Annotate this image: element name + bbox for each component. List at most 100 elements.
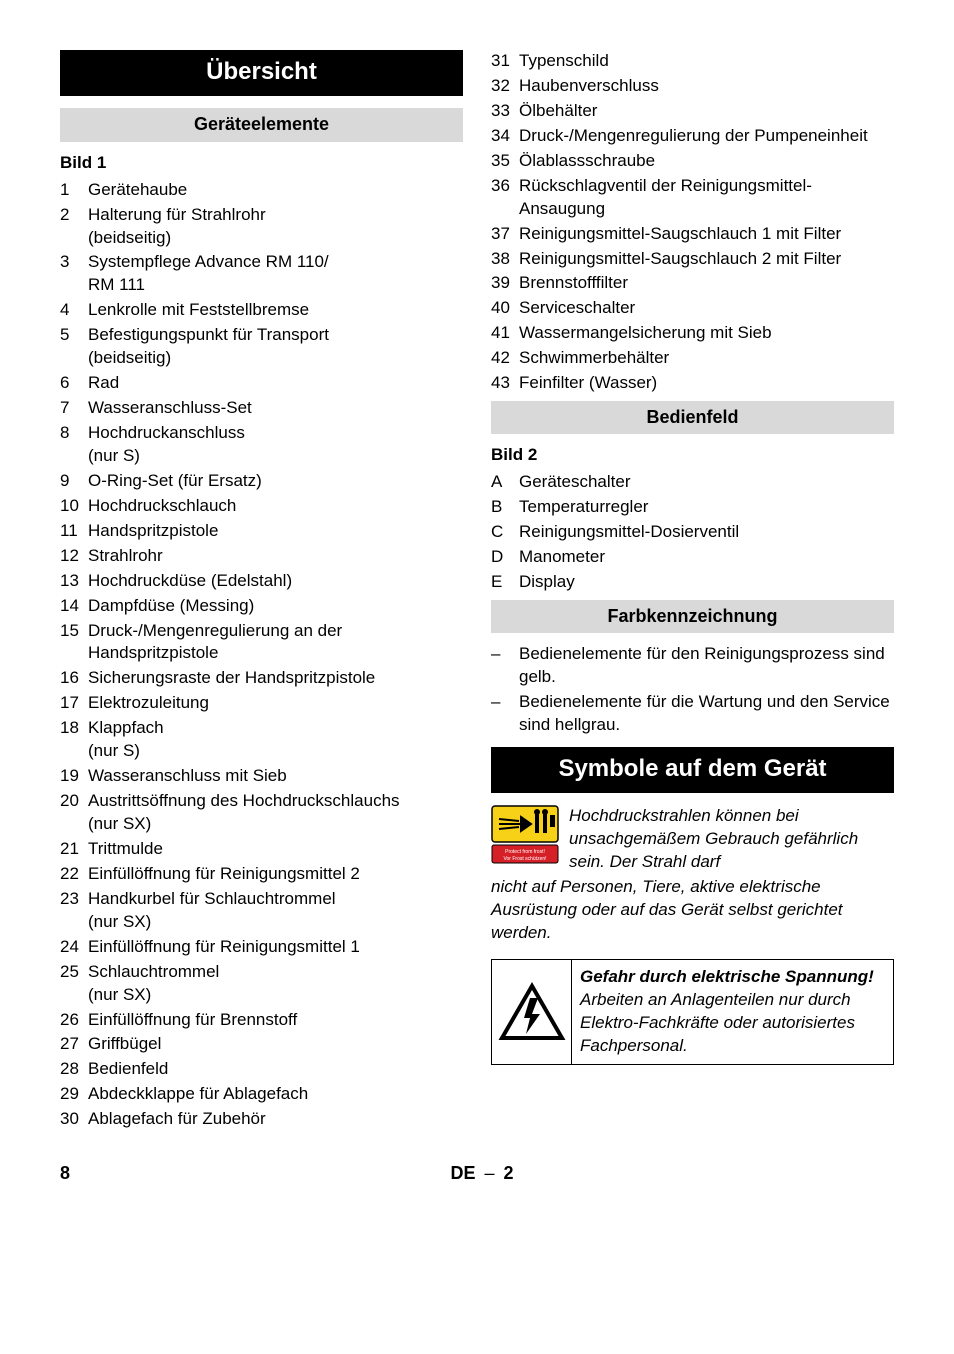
list-item: 6Rad <box>60 372 463 395</box>
section-title-bedienfeld: Bedienfeld <box>491 401 894 434</box>
list-item-number: 22 <box>60 863 88 886</box>
list-item-text: Bedienelemente für die Wartung und den S… <box>519 691 894 737</box>
list-item-number: 25 <box>60 961 88 984</box>
list-item-text: Ölablassschraube <box>519 150 894 173</box>
svg-text:Vor Frost schützen!: Vor Frost schützen! <box>503 856 546 862</box>
section-title-farbkennzeichnung: Farbkennzeichnung <box>491 600 894 633</box>
list-item-number: 6 <box>60 372 88 395</box>
list-item-number: 5 <box>60 324 88 347</box>
page-footer: 8 DE – 2 <box>60 1161 894 1185</box>
list-item-number: 11 <box>60 520 88 543</box>
list-item-number: 27 <box>60 1033 88 1056</box>
bild1-label: Bild 1 <box>60 152 463 175</box>
list-item: 16Sicherungsraste der Handspritzpistole <box>60 667 463 690</box>
list-item-number: 35 <box>491 150 519 173</box>
list-item-number: 21 <box>60 838 88 861</box>
list-item-text: Griffbügel <box>88 1033 463 1056</box>
list-item-number: 28 <box>60 1058 88 1081</box>
list-item: 20Austrittsöffnung des Hochdruckschlauch… <box>60 790 463 836</box>
list-item: 42Schwimmerbehälter <box>491 347 894 370</box>
list-item-text: Hochdruckschlauch <box>88 495 463 518</box>
list-item: 33Ölbehälter <box>491 100 894 123</box>
list-item-number: 24 <box>60 936 88 959</box>
list-item-text: Schlauchtrommel (nur SX) <box>88 961 463 1007</box>
list-item-number: 1 <box>60 179 88 202</box>
right-column: 31Typenschild32Haubenverschluss33Ölbehäl… <box>491 50 894 1133</box>
list-item-text: Haubenverschluss <box>519 75 894 98</box>
list-item-text: Wassermangelsicherung mit Sieb <box>519 322 894 345</box>
section-title-symbole: Symbole auf dem Gerät <box>491 747 894 793</box>
list-item-text: Einfüllöffnung für Brennstoff <box>88 1009 463 1032</box>
list-item-text: Brennstofffilter <box>519 272 894 295</box>
list-item-number: 34 <box>491 125 519 148</box>
list-item-number: 26 <box>60 1009 88 1032</box>
list-item-text: O-Ring-Set (für Ersatz) <box>88 470 463 493</box>
electrical-warning-title: Gefahr durch elektrische Spannung! <box>580 967 874 986</box>
list-item: 9O-Ring-Set (für Ersatz) <box>60 470 463 493</box>
list-item-text: Klappfach (nur S) <box>88 717 463 763</box>
list-item-text: Rad <box>88 372 463 395</box>
high-pressure-warning-text-continued: nicht auf Personen, Tiere, aktive elektr… <box>491 876 894 945</box>
list-item-number: E <box>491 571 519 594</box>
list-item-text: Hochdruckdüse (Edelstahl) <box>88 570 463 593</box>
list-item-text: Einfüllöffnung für Reinigungsmittel 2 <box>88 863 463 886</box>
list-item-text: Reinigungsmittel-Saugschlauch 1 mit Filt… <box>519 223 894 246</box>
list-item: 35Ölablassschraube <box>491 150 894 173</box>
list-item: 25Schlauchtrommel (nur SX) <box>60 961 463 1007</box>
high-pressure-warning-block: Protect from frost! Vor Frost schützen! … <box>491 805 894 874</box>
list-item-number: 31 <box>491 50 519 73</box>
section-title-geraeteelemente: Geräteelemente <box>60 108 463 141</box>
list-item-number: 32 <box>491 75 519 98</box>
list-item-number: 4 <box>60 299 88 322</box>
list-item: 30Ablagefach für Zubehör <box>60 1108 463 1131</box>
list-item-text: Dampfdüse (Messing) <box>88 595 463 618</box>
list-item-number: 23 <box>60 888 88 911</box>
section-title-uebersicht: Übersicht <box>60 50 463 96</box>
list-item-text: Schwimmerbehälter <box>519 347 894 370</box>
bild2-list: AGeräteschalterBTemperaturreglerCReinigu… <box>491 471 894 594</box>
list-item: AGeräteschalter <box>491 471 894 494</box>
list-item-number: 42 <box>491 347 519 370</box>
list-item: 13Hochdruckdüse (Edelstahl) <box>60 570 463 593</box>
list-item-number: B <box>491 496 519 519</box>
list-item-text: Wasseranschluss mit Sieb <box>88 765 463 788</box>
list-item: DManometer <box>491 546 894 569</box>
list-item-text: Elektrozuleitung <box>88 692 463 715</box>
list-item-text: Wasseranschluss-Set <box>88 397 463 420</box>
list-item: 2Halterung für Strahlrohr (beidseitig) <box>60 204 463 250</box>
list-item-number: 13 <box>60 570 88 593</box>
list-item-text: Feinfilter (Wasser) <box>519 372 894 395</box>
bild1-list: 1Gerätehaube2Halterung für Strahlrohr (b… <box>60 179 463 1132</box>
list-item-number: C <box>491 521 519 544</box>
list-item: 15Druck-/Mengenregulierung an der Handsp… <box>60 620 463 666</box>
electrical-warning-triangle-icon <box>492 960 572 1064</box>
list-item: 40Serviceschalter <box>491 297 894 320</box>
bild1-list-continued: 31Typenschild32Haubenverschluss33Ölbehäl… <box>491 50 894 395</box>
list-item-text: Gerätehaube <box>88 179 463 202</box>
list-item-number: 10 <box>60 495 88 518</box>
list-item-number: 9 <box>60 470 88 493</box>
footer-page-number: 8 <box>60 1161 70 1185</box>
list-item: 10Hochdruckschlauch <box>60 495 463 518</box>
list-item-text: Strahlrohr <box>88 545 463 568</box>
list-item: 26Einfüllöffnung für Brennstoff <box>60 1009 463 1032</box>
list-item: 39Brennstofffilter <box>491 272 894 295</box>
list-item: 4Lenkrolle mit Feststellbremse <box>60 299 463 322</box>
list-item-number: D <box>491 546 519 569</box>
list-item: 28Bedienfeld <box>60 1058 463 1081</box>
list-item: 36Rückschlagventil der Reinigungsmittel-… <box>491 175 894 221</box>
list-item: 21Trittmulde <box>60 838 463 861</box>
list-item-number: 14 <box>60 595 88 618</box>
list-item: 23Handkurbel für Schlauchtrommel (nur SX… <box>60 888 463 934</box>
list-item-text: Einfüllöffnung für Reinigungsmittel 1 <box>88 936 463 959</box>
list-item-text: Ölbehälter <box>519 100 894 123</box>
list-item: 27Griffbügel <box>60 1033 463 1056</box>
list-item: 8Hochdruckanschluss (nur S) <box>60 422 463 468</box>
list-item-text: Ablagefach für Zubehör <box>88 1108 463 1131</box>
list-item-number: 3 <box>60 251 88 274</box>
list-item-number: 39 <box>491 272 519 295</box>
high-pressure-pictogram-icon: Protect from frost! Vor Frost schützen! <box>491 805 559 865</box>
list-item-number: 19 <box>60 765 88 788</box>
electrical-warning-body: Arbeiten an Anlagenteilen nur durch Elek… <box>580 990 855 1055</box>
list-item-number: A <box>491 471 519 494</box>
